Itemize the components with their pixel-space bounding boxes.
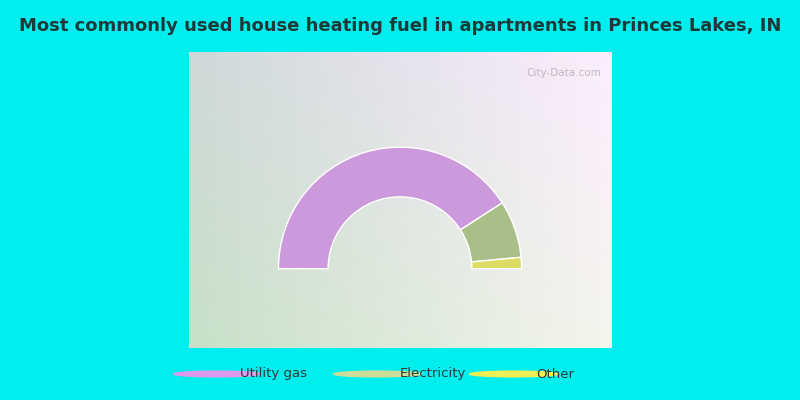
Circle shape [470,371,558,377]
Text: Utility gas: Utility gas [240,368,307,380]
Text: Most commonly used house heating fuel in apartments in Princes Lakes, IN: Most commonly used house heating fuel in… [19,17,781,35]
Text: Other: Other [536,368,574,380]
Circle shape [334,371,422,377]
Text: Electricity: Electricity [400,368,466,380]
Wedge shape [461,203,521,262]
Text: City-Data.com: City-Data.com [526,68,601,78]
Wedge shape [278,147,502,269]
Circle shape [174,371,262,377]
Wedge shape [471,257,522,269]
